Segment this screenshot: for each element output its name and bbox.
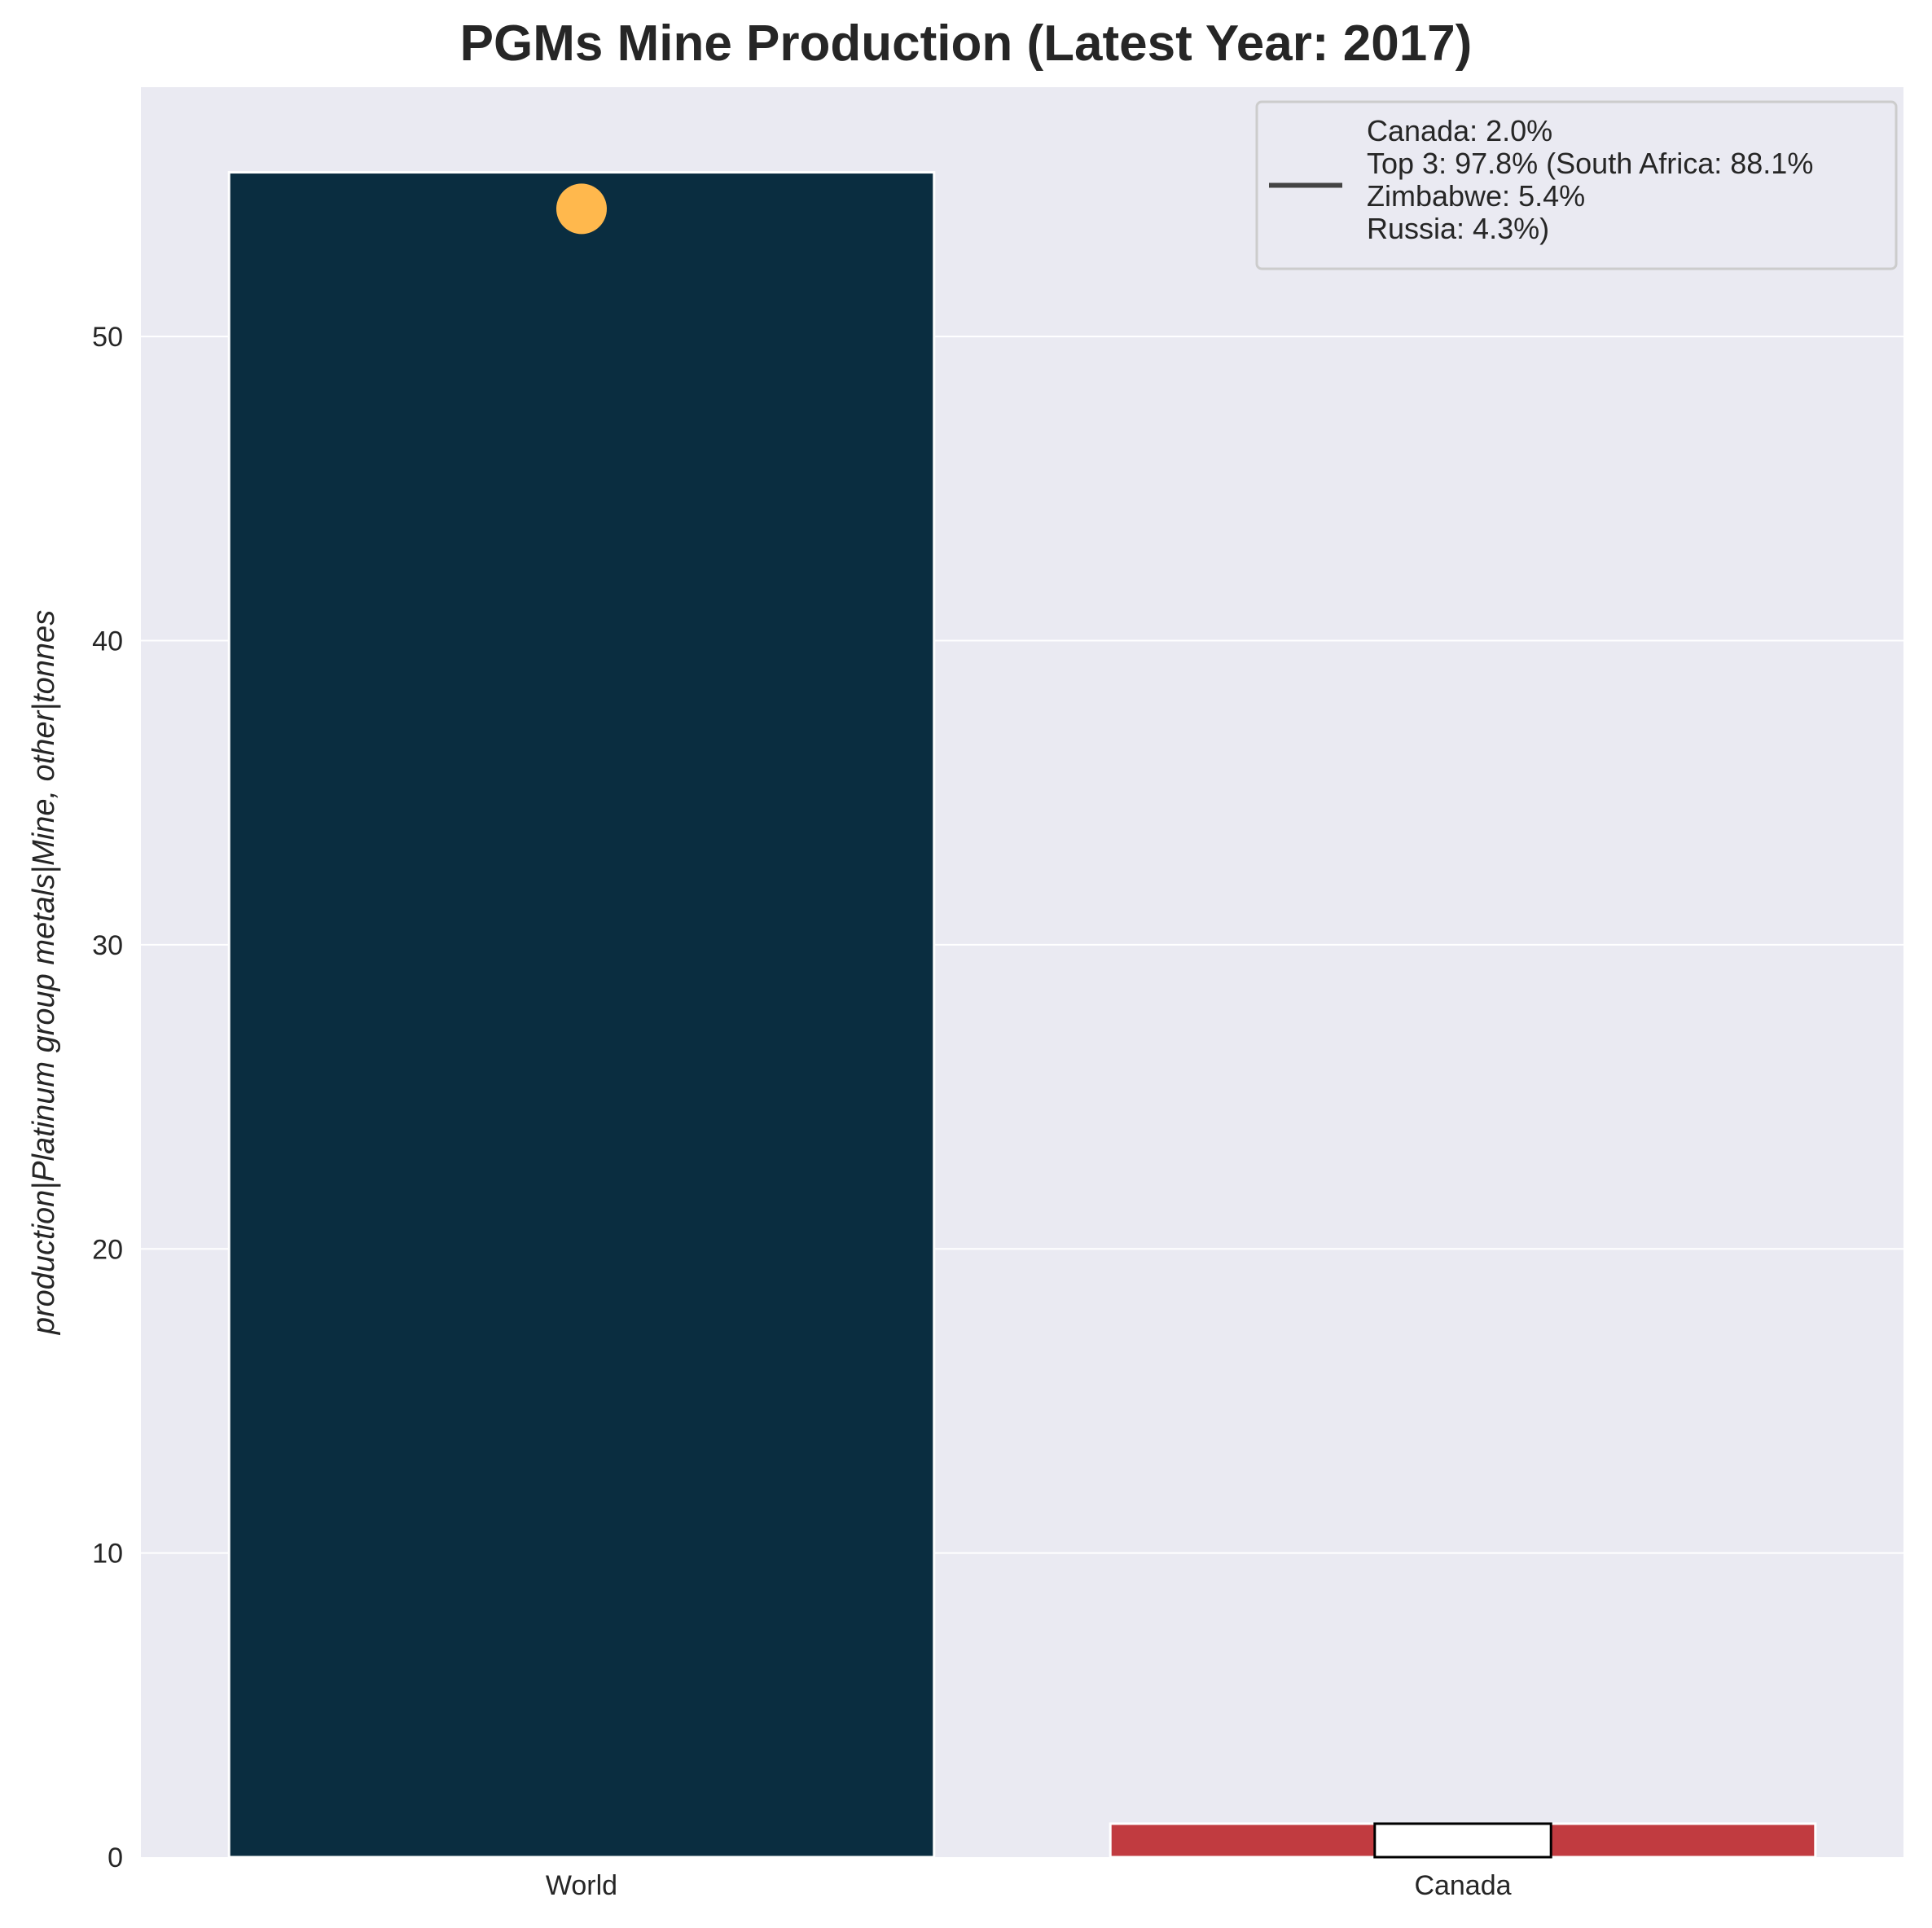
- legend-box: [1255, 100, 1898, 270]
- bars: [227, 171, 1817, 1859]
- x-tick-label: World: [546, 1870, 617, 1901]
- y-axis-label: production|Platinum group metals|Mine, o…: [27, 610, 61, 1335]
- x-tick-label: Canada: [1414, 1870, 1511, 1901]
- y-tick-label: 20: [92, 1234, 123, 1265]
- chart-title: PGMs Mine Production (Latest Year: 2017): [459, 15, 1473, 72]
- legend-text-line: Russia: 4.3%): [1367, 212, 1549, 245]
- legend-text-line: Zimbabwe: 5.4%: [1367, 179, 1585, 213]
- bar-world: [227, 171, 936, 1859]
- legend-text-line: Top 3: 97.8% (South Africa: 88.1%: [1367, 147, 1813, 180]
- inset-box: [1373, 1822, 1552, 1859]
- y-tick-label: 30: [92, 930, 123, 961]
- y-axis: 0 10 20 30 40 50: [92, 322, 123, 1873]
- y-tick-label: 10: [92, 1539, 123, 1570]
- highlight-marker: [556, 183, 607, 235]
- y-tick-label: 0: [108, 1842, 123, 1873]
- legend-text-line: Canada: 2.0%: [1367, 114, 1552, 147]
- legend: Canada: 2.0% Top 3: 97.8% (South Africa:…: [1255, 100, 1898, 270]
- x-axis: World Canada: [546, 1870, 1512, 1901]
- y-tick-label: 50: [92, 322, 123, 353]
- y-tick-label: 40: [92, 626, 123, 657]
